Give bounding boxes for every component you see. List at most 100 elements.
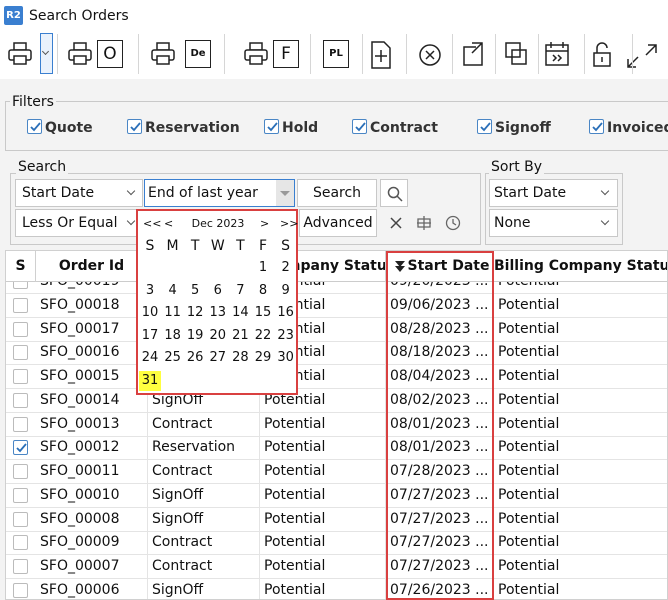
toolbar-label[interactable]: O	[97, 40, 123, 68]
calendar-day[interactable]: 20	[209, 327, 227, 343]
billing-status: Potential	[498, 439, 560, 456]
separator	[538, 34, 539, 74]
row-checkbox[interactable]	[13, 392, 28, 408]
magnifier-button[interactable]	[380, 179, 408, 207]
start-date: 08/01/2023 ...	[390, 439, 489, 456]
calendar-day[interactable]: 25	[164, 350, 181, 366]
search-actions[interactable]	[385, 213, 465, 233]
toolbar-label[interactable]: PL	[323, 40, 349, 68]
calendar-day[interactable]: 4	[168, 282, 177, 298]
calendar-day[interactable]: 14	[232, 305, 249, 321]
separator	[406, 34, 407, 74]
calendar-day[interactable]: 18	[164, 327, 181, 343]
row-checkbox[interactable]	[13, 416, 28, 432]
calendar-day[interactable]: 10	[141, 305, 159, 321]
row-checkbox[interactable]	[13, 535, 28, 551]
magnifier-icon	[387, 186, 403, 202]
calendar-day[interactable]: 31	[139, 371, 161, 391]
calendar-nav[interactable]: <<	[143, 217, 162, 230]
calendar-day[interactable]: 23	[277, 327, 294, 343]
calendar-day[interactable]: 15	[254, 305, 272, 321]
row-checkbox[interactable]	[13, 487, 28, 503]
calendar-day[interactable]: 7	[236, 282, 245, 298]
row-checkbox[interactable]	[13, 511, 28, 527]
search-button[interactable]: Search	[297, 179, 377, 207]
calendar-day[interactable]: 13	[209, 305, 227, 321]
filter-checkbox[interactable]	[352, 119, 367, 134]
search-field-dropdown[interactable]: Start Date	[15, 179, 143, 207]
calendar-day[interactable]: 3	[145, 282, 155, 298]
calendar-day[interactable]: 9	[281, 282, 290, 298]
row-divider	[6, 435, 667, 437]
calendar-day[interactable]: 8	[258, 282, 268, 298]
row-checkbox[interactable]	[13, 464, 28, 479]
row-divider	[6, 388, 667, 389]
filter-checkbox[interactable]	[477, 119, 492, 134]
row-checkbox[interactable]	[13, 440, 28, 456]
calendar-day[interactable]: 1	[258, 260, 268, 275]
calendar-nav[interactable]: <	[164, 217, 174, 230]
order-id: SFO_00013	[40, 415, 120, 432]
calendar-day[interactable]: 28	[232, 350, 249, 366]
row-checkbox[interactable]	[13, 321, 28, 337]
sort-field-dropdown[interactable]: Start Date	[489, 179, 618, 207]
app-icon: R2	[4, 6, 23, 25]
search-value-input[interactable]: End of last year	[144, 179, 295, 207]
column-header[interactable]: S	[6, 251, 36, 282]
separator	[224, 34, 225, 74]
chevron	[126, 186, 136, 196]
calendar-day[interactable]: 17	[141, 327, 159, 343]
filter-checkbox[interactable]	[27, 119, 42, 134]
column-header[interactable]: Order Id	[36, 251, 148, 282]
calendar-day[interactable]: 2	[281, 260, 290, 275]
filter-checkbox[interactable]	[127, 119, 142, 134]
calendar-day[interactable]: 6	[213, 282, 222, 298]
row-checkbox[interactable]	[13, 369, 28, 384]
column-header[interactable]: Billing Company Status	[494, 251, 667, 282]
calendar-day[interactable]: 12	[186, 305, 204, 321]
calendar-day[interactable]: 29	[254, 350, 272, 366]
billing-status: Potential	[498, 296, 560, 313]
filter-checkbox[interactable]	[589, 119, 604, 134]
filter-checkbox[interactable]	[264, 119, 279, 134]
toolbar-label[interactable]: F	[273, 40, 299, 68]
company-status: Potential	[264, 486, 326, 503]
calendar-day[interactable]: 30	[277, 350, 294, 366]
status: Contract	[152, 558, 213, 574]
calendar-day[interactable]: 19	[186, 327, 204, 343]
dropdown-button[interactable]	[276, 180, 294, 206]
row-checkbox[interactable]	[13, 582, 28, 598]
start-date: 07/27/2023 ...	[390, 534, 489, 551]
sort-order-dropdown[interactable]: None	[489, 209, 618, 237]
calendar-nav[interactable]: >	[260, 217, 270, 230]
advanced-button[interactable]: Advanced	[299, 209, 377, 237]
calendar-day[interactable]: 27	[209, 350, 227, 366]
calendar-nav[interactable]: >>	[280, 217, 299, 230]
sort-order: None	[494, 215, 531, 231]
toolbar-label[interactable]: De	[185, 40, 211, 68]
row-divider	[6, 293, 667, 294]
calendar-day[interactable]: 24	[141, 350, 159, 366]
col-divider	[259, 251, 260, 599]
calendar-day[interactable]: 11	[164, 305, 181, 321]
search-field: Start Date	[22, 185, 95, 201]
calendar-day[interactable]: 21	[232, 327, 249, 343]
row-divider	[6, 483, 667, 484]
col-divider	[385, 251, 386, 599]
print-dropdown[interactable]	[40, 33, 53, 74]
row-checkbox[interactable]	[13, 345, 28, 361]
order-id: SFO_00017	[40, 320, 120, 337]
row-divider	[6, 411, 667, 413]
row-checkbox[interactable]	[13, 297, 28, 313]
start-date: 07/27/2023 ...	[390, 510, 489, 527]
calendar-day[interactable]: 26	[186, 350, 204, 366]
calendar-day[interactable]: 16	[277, 305, 294, 321]
filter-label: Quote	[45, 120, 93, 136]
row-checkbox[interactable]	[13, 559, 28, 574]
operator-dropdown[interactable]: Less Or Equal	[15, 209, 143, 237]
order-id: SFO_00015	[40, 368, 120, 384]
status: Contract	[152, 415, 213, 432]
calendar-day[interactable]: 22	[254, 327, 272, 343]
calendar-day[interactable]: 5	[191, 282, 200, 298]
billing-status: Potential	[498, 368, 560, 384]
